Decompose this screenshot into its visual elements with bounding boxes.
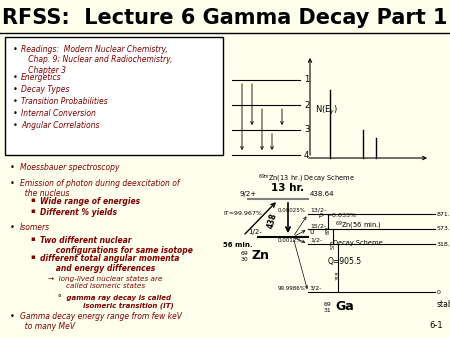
Text: →  long-lived nuclear states are
        called isomeric states: → long-lived nuclear states are called i… — [48, 276, 162, 289]
Text: 573: 573 — [330, 240, 336, 249]
Text: Energetics: Energetics — [21, 73, 62, 82]
Text: 4: 4 — [304, 150, 309, 160]
Text: •: • — [10, 179, 15, 188]
Text: 573.90: 573.90 — [437, 226, 450, 232]
Text: Readings:  Modern Nuclear Chemistry,
   Chap. 9; Nuclear and Radiochemistry,
   : Readings: Modern Nuclear Chemistry, Chap… — [21, 45, 172, 75]
Text: stable: stable — [437, 300, 450, 309]
Text: Wide range of energies: Wide range of energies — [40, 197, 140, 206]
Text: •: • — [13, 73, 18, 82]
Text: 438: 438 — [266, 212, 279, 230]
Text: 871.70: 871.70 — [437, 212, 450, 217]
Text: $^{69}$Zn(56 min.): $^{69}$Zn(56 min.) — [335, 220, 381, 232]
Text: 0: 0 — [310, 229, 315, 235]
Text: Internal Conversion: Internal Conversion — [21, 109, 96, 118]
Text: •: • — [10, 312, 15, 321]
Text: 6-1: 6-1 — [429, 321, 443, 330]
Text: 2: 2 — [304, 100, 309, 110]
Text: Isomers: Isomers — [20, 223, 50, 232]
Text: 99.9986%: 99.9986% — [278, 286, 306, 291]
Text: Different % yields: Different % yields — [40, 208, 117, 217]
Text: •: • — [13, 85, 18, 94]
Text: 15/2-: 15/2- — [310, 223, 326, 228]
Text: 9/2+: 9/2+ — [240, 191, 257, 197]
Text: •: • — [13, 97, 18, 106]
Text: ▪: ▪ — [30, 254, 35, 260]
Text: $^{69}_{31}$: $^{69}_{31}$ — [323, 300, 332, 315]
Text: 56 min.: 56 min. — [223, 242, 252, 248]
Text: $^{69}_{30}$: $^{69}_{30}$ — [240, 249, 249, 264]
Text: 318: 318 — [336, 271, 341, 281]
Text: 3/2-: 3/2- — [310, 286, 322, 291]
Text: 13 hr.: 13 hr. — [271, 183, 304, 193]
Text: Two different nuclear
      configurations for same isotope: Two different nuclear configurations for… — [40, 236, 193, 256]
Text: N(E$_\gamma$): N(E$_\gamma$) — [315, 103, 338, 117]
Bar — [5, 37, 223, 155]
Text: 871: 871 — [325, 224, 330, 234]
Text: •: • — [10, 163, 15, 172]
Text: ▪: ▪ — [30, 236, 35, 242]
Text: •: • — [13, 121, 18, 130]
Text: Q=905.5: Q=905.5 — [328, 257, 362, 266]
Text: •: • — [10, 223, 15, 232]
Text: Angular Correlations: Angular Correlations — [21, 121, 99, 130]
Text: Decay Types: Decay Types — [21, 85, 69, 94]
Text: $\beta$- =0.033%: $\beta$- =0.033% — [318, 211, 357, 220]
Text: IT=99.967%: IT=99.967% — [223, 211, 262, 216]
Text: Emission of photon during deexcitation of
  the nucleus: Emission of photon during deexcitation o… — [20, 179, 180, 198]
Text: Zn: Zn — [252, 249, 270, 262]
Text: Decay Scheme: Decay Scheme — [333, 240, 383, 246]
Text: 13/2-: 13/2- — [310, 208, 326, 213]
Text: 0: 0 — [437, 290, 441, 294]
Text: 1/2-: 1/2- — [248, 229, 262, 235]
Text: °  gamma ray decay is called
          isomeric transition (IT): ° gamma ray decay is called isomeric tra… — [58, 294, 174, 309]
Text: 1/2-: 1/2- — [310, 238, 322, 243]
Text: •: • — [13, 109, 18, 118]
Text: 0.0012%: 0.0012% — [278, 238, 302, 243]
Text: Transition Probabilities: Transition Probabilities — [21, 97, 108, 106]
Text: 438.64: 438.64 — [310, 191, 334, 197]
Text: ▪: ▪ — [30, 197, 35, 203]
Text: 3: 3 — [304, 125, 310, 135]
Text: $^{69m}$Zn(13 hr.) Decay Scheme: $^{69m}$Zn(13 hr.) Decay Scheme — [258, 173, 355, 185]
Text: Ga: Ga — [335, 300, 354, 313]
Text: •: • — [13, 45, 18, 54]
Text: 1: 1 — [304, 75, 309, 84]
Text: 0.00025%: 0.00025% — [278, 208, 306, 213]
Text: different total angular momenta
      and energy differences: different total angular momenta and ener… — [40, 254, 180, 273]
Text: ▪: ▪ — [30, 208, 35, 214]
Text: Gamma decay energy range from few keV
  to many MeV: Gamma decay energy range from few keV to… — [20, 312, 182, 331]
Text: RFSS:  Lecture 6 Gamma Decay Part 1: RFSS: Lecture 6 Gamma Decay Part 1 — [2, 8, 448, 28]
Text: Moessbauer spectroscopy: Moessbauer spectroscopy — [20, 163, 120, 172]
Text: 318.40: 318.40 — [437, 241, 450, 246]
